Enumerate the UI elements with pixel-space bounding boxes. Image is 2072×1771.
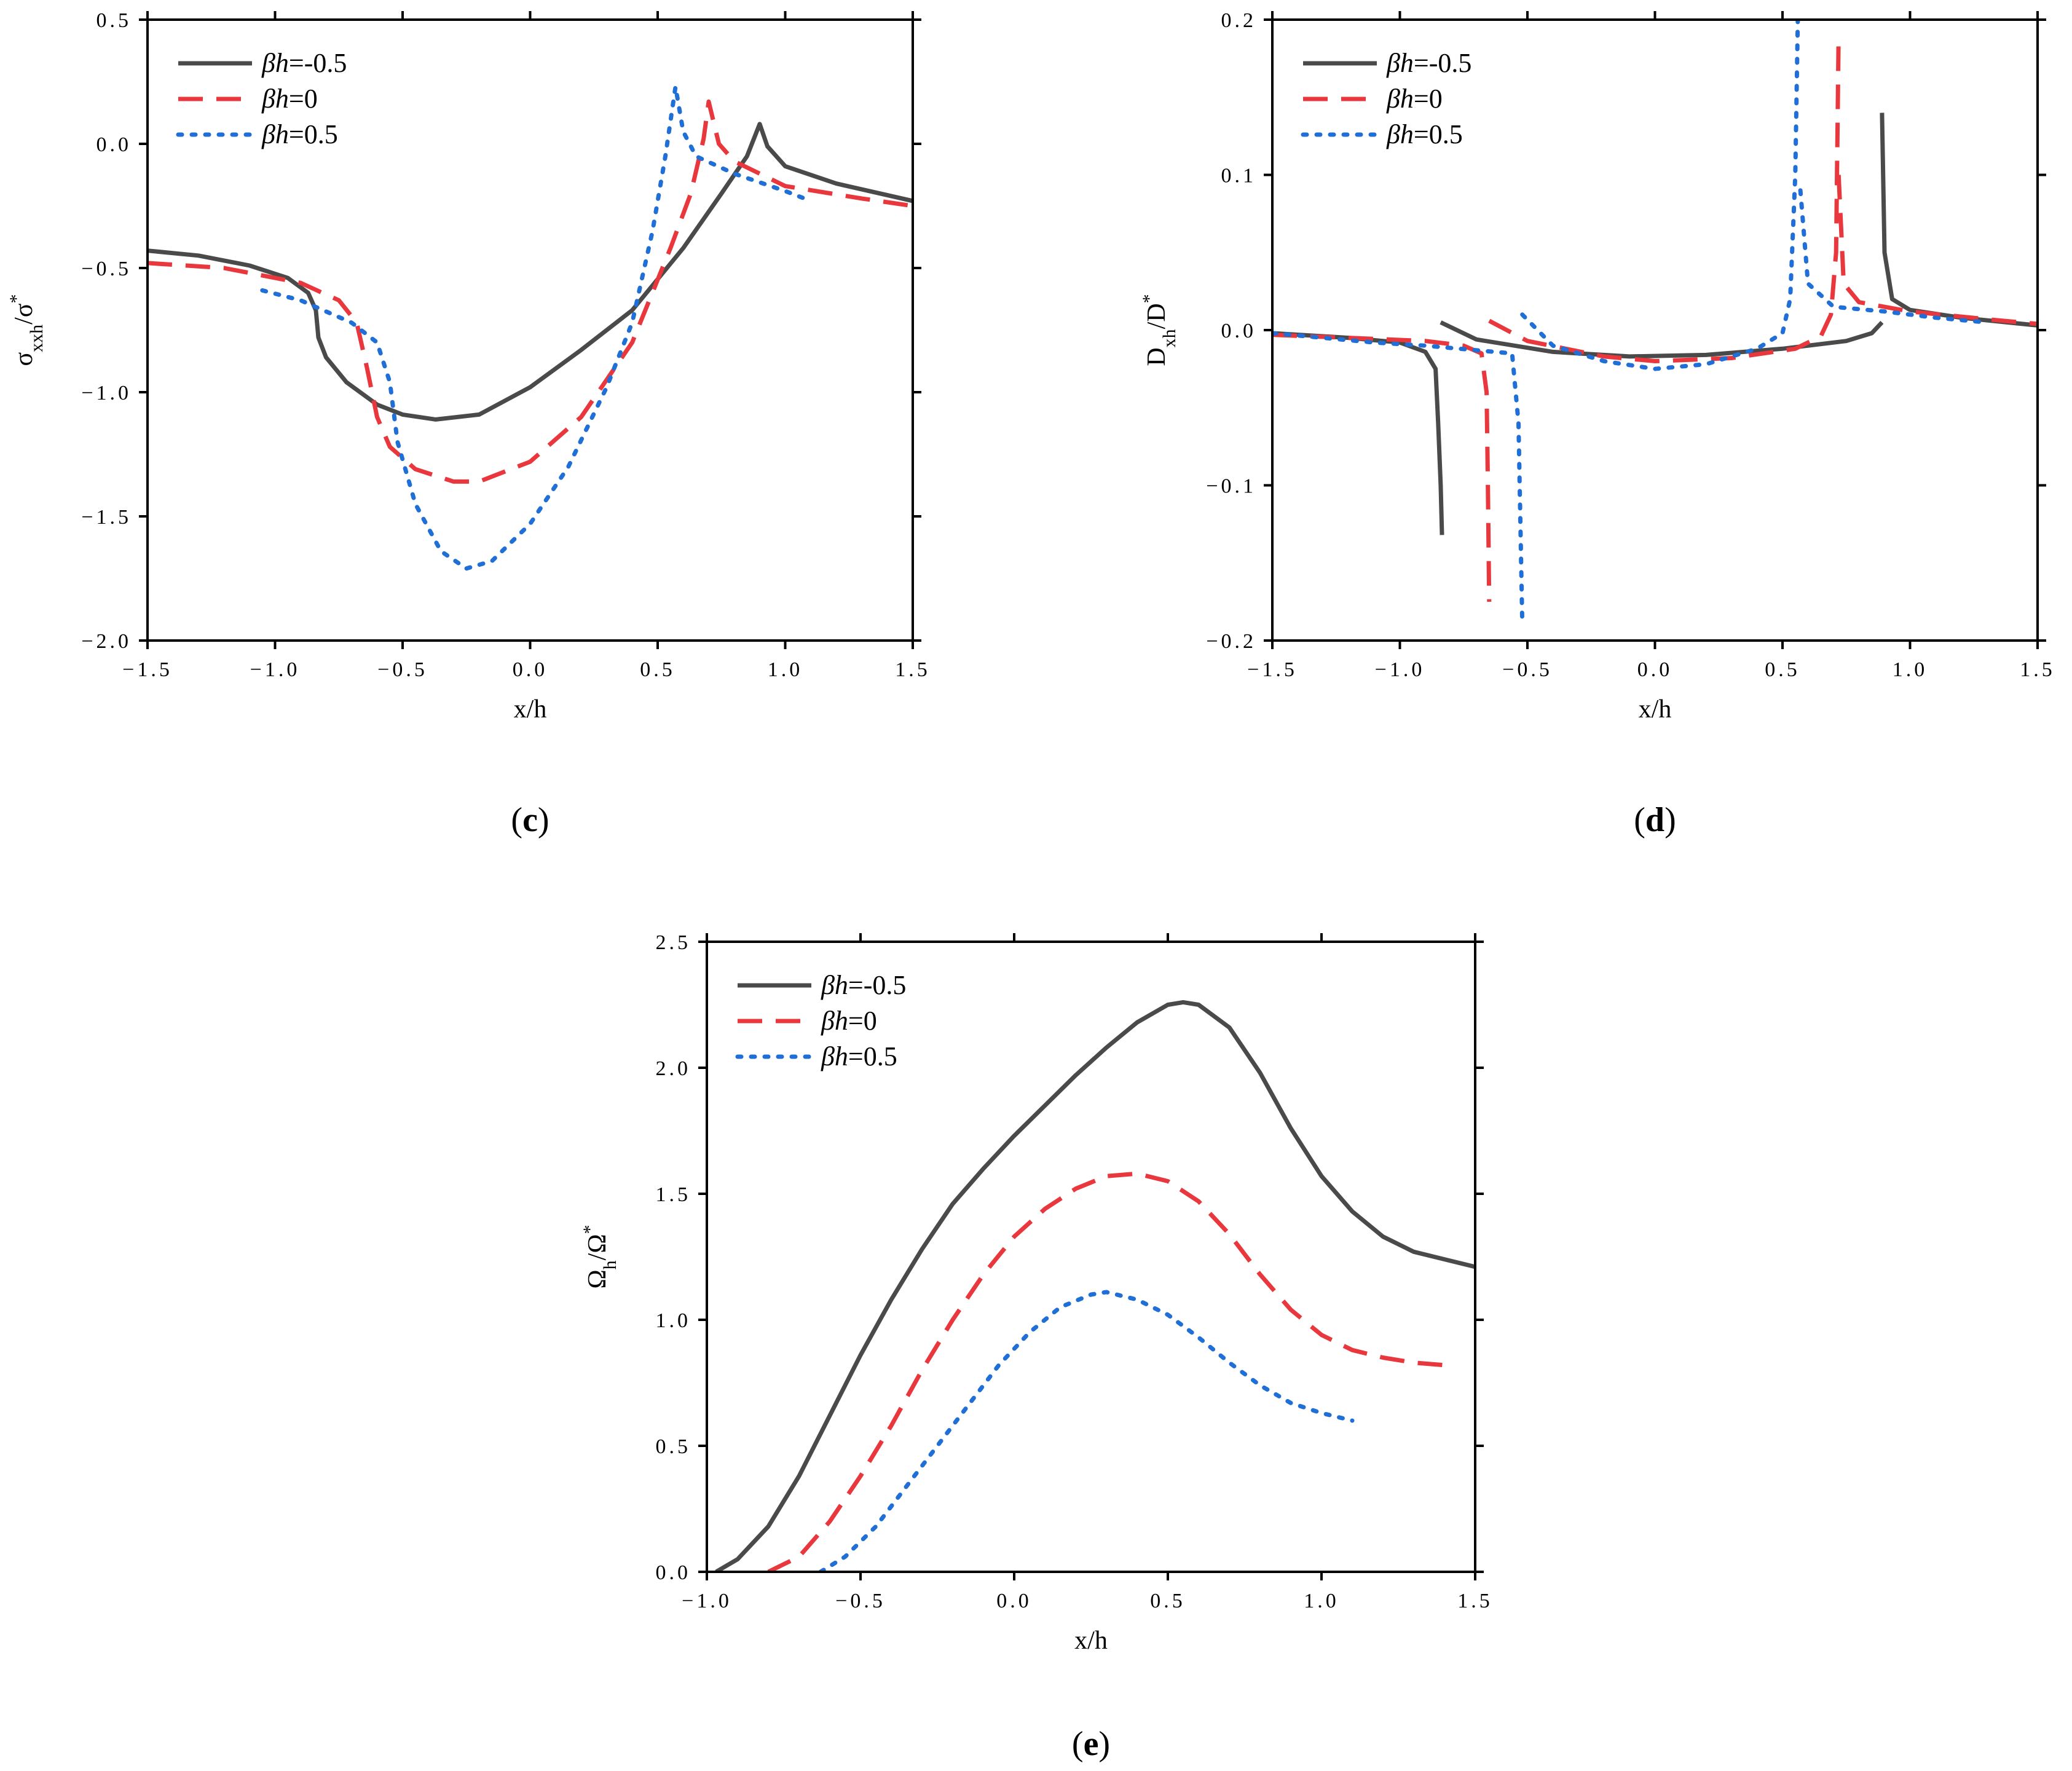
chart-c: −1.5 −1.0 −0.5 0.0 0.5 1.0 1.5 −2.0 −1.5 −1.0 −0.5…: [6, 9, 931, 839]
legend-label-e-2: βh=0.5: [821, 1041, 897, 1071]
legend-label-e-0: βh=-0.5: [821, 970, 906, 1000]
xtick-label-d-3: 0.0: [1637, 658, 1673, 681]
series-c-0: [148, 122, 913, 422]
chart-d: −1.5 −1.0 −0.5 0.0 0.5 1.0 1.5 −0.2 −0.1 0.0 0.1 0.…: [1139, 9, 2055, 839]
ytick-label-c-0: −2.0: [81, 630, 132, 653]
ytick-label-e-2: 1.0: [656, 1309, 691, 1332]
ytick-label-d-4: 0.2: [1221, 9, 1257, 32]
ytick-label-d-1: −0.1: [1206, 475, 1256, 498]
series-e-2: [818, 1290, 1355, 1572]
ytick-label-c-5: 0.5: [97, 9, 132, 32]
series-d-0: [1272, 112, 2038, 535]
ytick-label-d-0: −0.2: [1206, 630, 1256, 653]
panel-label-c: (c): [511, 801, 549, 839]
ytick-label-e-3: 1.5: [656, 1183, 691, 1206]
ytick-label-e-1: 0.5: [656, 1435, 691, 1458]
plot-frame-e: [706, 941, 1476, 1573]
xtick-label-e-5: 1.5: [1457, 1590, 1493, 1612]
ytick-label-d-2: 0.0: [1221, 320, 1257, 342]
xtick-label-d-4: 0.5: [1765, 658, 1800, 681]
legend-label-d-2: βh=0.5: [1386, 119, 1463, 149]
series-d-2: [1272, 20, 1989, 628]
panel-label-e: (e): [1072, 1725, 1110, 1763]
series-e-0: [715, 1000, 1475, 1572]
xtick-label-c-5: 1.0: [768, 658, 803, 681]
legend-label-c-1: βh=0: [261, 84, 318, 114]
series-c-1: [148, 99, 913, 484]
ytick-label-d-3: 0.1: [1221, 165, 1257, 187]
ylabel-d: Dxh/D*: [1139, 294, 1180, 366]
xtick-label-c-6: 1.5: [895, 658, 931, 681]
xtick-label-d-1: −1.0: [1375, 658, 1425, 681]
series-c-2: [260, 84, 813, 571]
panel-label-d: (d): [1634, 801, 1676, 839]
xtick-label-c-1: −1.0: [250, 658, 301, 681]
ytick-label-c-3: −0.5: [81, 258, 132, 280]
xtick-label-c-0: −1.5: [122, 658, 173, 681]
xtick-label-c-2: −0.5: [377, 658, 428, 681]
xtick-label-c-3: 0.0: [513, 658, 548, 681]
xtick-label-d-0: −1.5: [1247, 658, 1298, 681]
legend-label-c-2: βh=0.5: [261, 119, 338, 149]
xtick-label-e-2: 0.0: [996, 1590, 1032, 1612]
ylabel-e: Ωh/Ω*: [580, 1225, 620, 1288]
xtick-label-d-2: −0.5: [1502, 658, 1553, 681]
legend-label-d-0: βh=-0.5: [1386, 48, 1471, 78]
xtick-label-c-4: 0.5: [640, 658, 676, 681]
xtick-label-e-3: 0.5: [1150, 1590, 1186, 1612]
xtick-label-d-5: 1.0: [1893, 658, 1928, 681]
ylabel-c: σxxh/σ*: [6, 294, 47, 366]
xtick-label-e-1: −0.5: [835, 1590, 886, 1612]
ytick-label-c-2: −1.0: [81, 382, 132, 404]
ytick-label-e-4: 2.0: [656, 1057, 691, 1080]
legend-label-c-0: βh=-0.5: [261, 48, 347, 78]
ytick-label-e-0: 0.0: [656, 1561, 691, 1584]
series-e-1: [767, 1171, 1445, 1572]
ytick-label-c-4: 0.0: [97, 133, 132, 156]
xtick-label-d-6: 1.5: [2020, 658, 2055, 681]
legend-label-e-1: βh=0: [821, 1006, 877, 1036]
ytick-label-e-5: 2.5: [656, 931, 691, 954]
xlabel-c: x/h: [514, 695, 547, 724]
xtick-label-e-0: −1.0: [682, 1590, 732, 1612]
xlabel-e: x/h: [1074, 1627, 1108, 1655]
legend-label-d-1: βh=0: [1386, 84, 1443, 114]
xtick-label-e-4: 1.0: [1304, 1590, 1339, 1612]
xlabel-d: x/h: [1639, 695, 1672, 724]
chart-e: −1.0 −0.5 0.0 0.5 1.0 1.5 0.0 0.5 1.0 1.5 2.0 2.5 x/…: [580, 931, 1493, 1763]
ytick-label-c-1: −1.5: [81, 506, 132, 529]
